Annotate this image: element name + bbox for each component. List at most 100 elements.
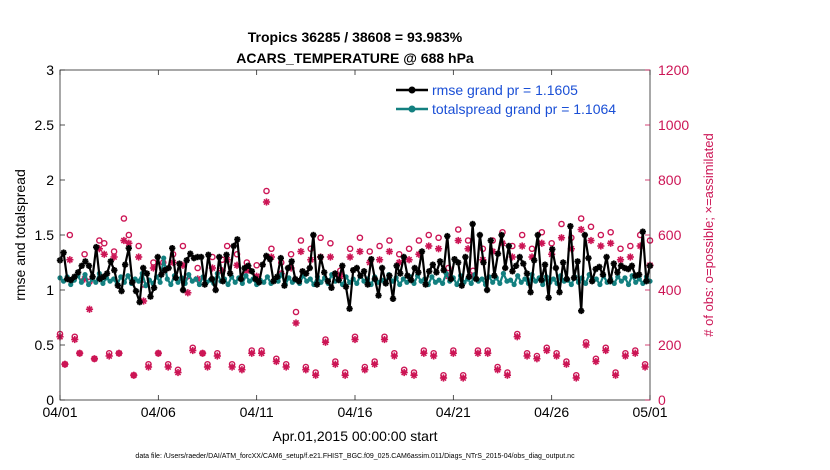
obs-assimilated-point bbox=[552, 352, 561, 360]
spread-point bbox=[490, 279, 496, 285]
obs-assimilated-point bbox=[71, 335, 79, 344]
obs-possible-point bbox=[518, 231, 526, 239]
rmse-point bbox=[570, 274, 578, 282]
rmse-point bbox=[559, 259, 567, 266]
spread-point bbox=[157, 279, 163, 285]
x-tick-label: 04/16 bbox=[337, 404, 372, 420]
obs-possible-point bbox=[292, 308, 300, 316]
rmse-point bbox=[230, 242, 237, 250]
obs-possible-point bbox=[287, 250, 295, 258]
obs-possible-point bbox=[538, 228, 546, 236]
obs-possible-point bbox=[617, 245, 624, 253]
spread-point bbox=[515, 273, 521, 279]
spread-point bbox=[440, 280, 446, 286]
obs-assimilated-point bbox=[361, 366, 369, 374]
rmse-point bbox=[574, 258, 581, 265]
obs-possible-point bbox=[454, 226, 462, 233]
rmse-point bbox=[454, 259, 462, 266]
rmse-point bbox=[545, 294, 552, 301]
rmse-point bbox=[78, 262, 85, 269]
rmse-point bbox=[310, 231, 317, 239]
rmse-point bbox=[179, 286, 187, 294]
obs-assimilated-point bbox=[385, 247, 394, 256]
rmse-point bbox=[494, 250, 502, 257]
rmse-point bbox=[588, 278, 596, 285]
rmse-point bbox=[530, 257, 538, 264]
spread-point bbox=[532, 278, 539, 284]
rmse-point bbox=[400, 253, 408, 261]
rmse-point bbox=[447, 275, 455, 283]
rmse-point bbox=[82, 258, 89, 265]
obs-assimilated-point bbox=[351, 335, 359, 344]
obs-assimilated-point bbox=[213, 352, 221, 360]
legend-box bbox=[389, 76, 647, 121]
rmse-point bbox=[302, 270, 310, 277]
rmse-point bbox=[527, 289, 534, 296]
y-right-tick-label: 1000 bbox=[658, 117, 689, 133]
obs-assimilated-point bbox=[533, 355, 541, 363]
rmse-point bbox=[549, 246, 556, 253]
obs-assimilated-point bbox=[130, 371, 138, 379]
obs-assimilated-point bbox=[582, 341, 590, 349]
rmse-point bbox=[346, 305, 353, 312]
rmse-point bbox=[635, 271, 643, 278]
x-tick-label: 04/11 bbox=[240, 404, 274, 420]
obs-possible-point bbox=[405, 245, 413, 253]
obs-assimilated-point bbox=[405, 256, 413, 264]
obs-assimilated-point bbox=[390, 352, 398, 360]
rmse-point bbox=[541, 261, 549, 268]
rmse-point bbox=[426, 268, 433, 275]
plot-background bbox=[60, 70, 650, 400]
rmse-point bbox=[295, 278, 303, 285]
obs-possible-point bbox=[435, 234, 442, 242]
obs-possible-point bbox=[135, 242, 142, 250]
rmse-point bbox=[212, 286, 219, 294]
spread-point bbox=[597, 281, 603, 288]
obs-possible-point bbox=[96, 237, 103, 244]
spread-point bbox=[615, 274, 621, 280]
obs-assimilated-point bbox=[607, 239, 615, 247]
chart-title: Tropics 36285 / 38608 = 93.983% bbox=[248, 29, 463, 45]
obs-possible-point bbox=[194, 264, 201, 272]
rmse-point bbox=[375, 292, 382, 299]
rmse-point bbox=[397, 270, 404, 277]
rmse-point bbox=[342, 283, 350, 290]
legend-spread-marker bbox=[408, 105, 416, 113]
spread-point bbox=[507, 277, 514, 283]
rmse-point bbox=[208, 275, 216, 283]
obs-assimilated-point bbox=[562, 360, 571, 368]
rmse-point bbox=[360, 268, 368, 275]
obs-assimilated-point bbox=[621, 352, 630, 360]
spread-point bbox=[429, 274, 435, 280]
y-right-tick-label: 800 bbox=[658, 172, 682, 188]
obs-assimilated-point bbox=[410, 371, 418, 379]
obs-assimilated-point bbox=[449, 349, 457, 357]
obs-possible-point bbox=[346, 245, 354, 253]
spread-point bbox=[550, 276, 557, 282]
obs-assimilated-point bbox=[484, 349, 492, 357]
obs-assimilated-point bbox=[110, 253, 118, 261]
x-tick-label: 04/21 bbox=[436, 404, 471, 420]
rmse-point bbox=[154, 253, 161, 261]
obs-assimilated-point bbox=[543, 346, 551, 355]
spread-point bbox=[286, 275, 292, 281]
y-left-tick-label: 2.5 bbox=[35, 117, 55, 133]
spread-point bbox=[60, 278, 67, 284]
y-left-tick-label: 0.5 bbox=[35, 337, 55, 353]
rmse-point bbox=[476, 231, 484, 239]
spread-point bbox=[511, 281, 517, 288]
spread-point bbox=[436, 277, 442, 283]
spread-point bbox=[243, 273, 249, 279]
x-axis-label: Apr.01,2015 00:00:00 start bbox=[272, 428, 437, 444]
obs-possible-point bbox=[425, 231, 433, 239]
legend: rmse grand pr = 1.1605 totalspread grand… bbox=[389, 76, 647, 121]
spread-point bbox=[625, 281, 632, 288]
rmse-point bbox=[169, 245, 176, 252]
rmse-point bbox=[465, 273, 473, 280]
rmse-point bbox=[107, 258, 114, 265]
spread-point bbox=[593, 276, 599, 282]
obs-possible-point bbox=[66, 231, 74, 239]
obs-assimilated-point bbox=[454, 236, 462, 245]
obs-assimilated-point bbox=[282, 363, 290, 371]
y-right-tick-label: 600 bbox=[658, 227, 682, 243]
